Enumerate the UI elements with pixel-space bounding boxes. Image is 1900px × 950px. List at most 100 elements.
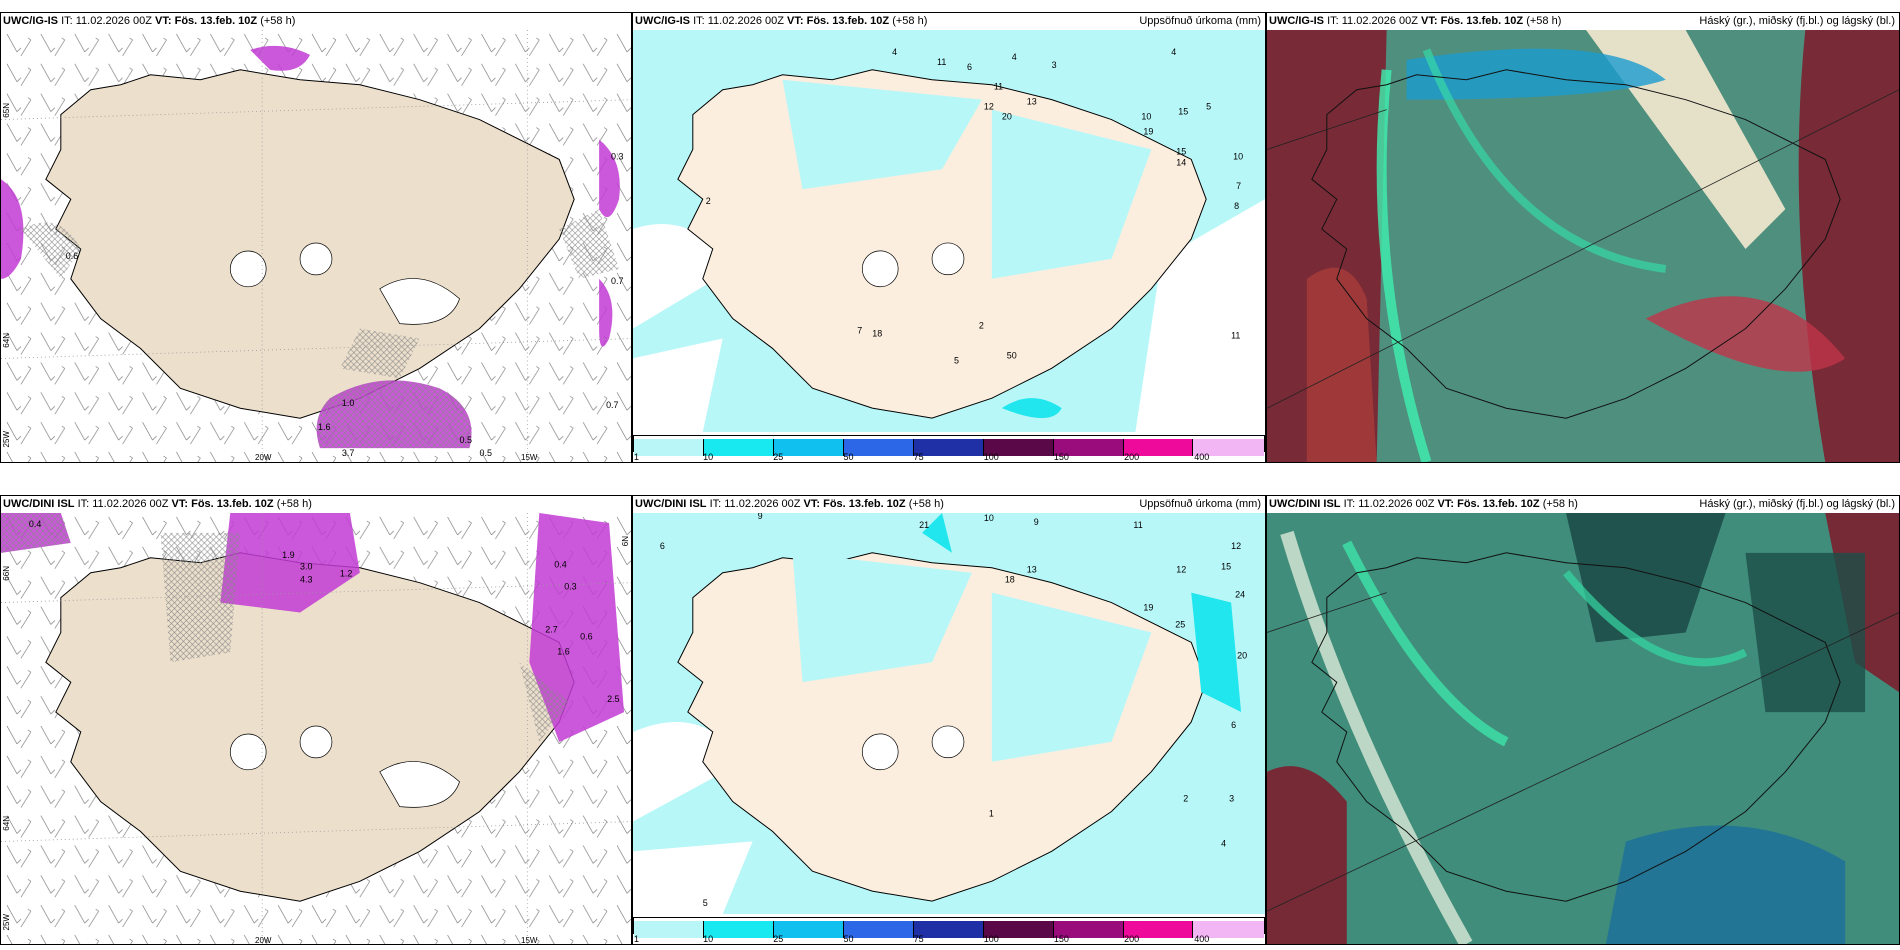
svg-text:15: 15 bbox=[1221, 562, 1231, 572]
wind-map: 0.6 0.3 0.7 0.7 1.0 1.6 3.7 0.5 0.5 bbox=[1, 30, 631, 462]
legend-swatch bbox=[703, 439, 774, 456]
value-label: 0.6 bbox=[66, 251, 78, 261]
lon-label: 20W bbox=[255, 453, 272, 462]
svg-text:7: 7 bbox=[1236, 181, 1241, 191]
lat-label: 64N bbox=[2, 816, 11, 831]
legend-tick: 75 bbox=[913, 934, 924, 944]
map-area: 0.6 0.3 0.7 0.7 1.0 1.6 3.7 0.5 0.5 bbox=[1, 30, 631, 462]
legend-tick: 1 bbox=[634, 452, 640, 462]
legend-tick: 25 bbox=[773, 934, 784, 944]
map-area bbox=[1267, 513, 1899, 944]
value-label: 0.3 bbox=[611, 151, 623, 161]
svg-text:4: 4 bbox=[892, 47, 897, 57]
svg-text:4: 4 bbox=[1171, 47, 1176, 57]
value-label: 0.5 bbox=[460, 435, 472, 445]
wind-map: 0.4 1.9 3.0 4.3 1.2 0.4 2.7 1.6 0.6 2.5 … bbox=[1, 513, 631, 944]
value-label: 1.6 bbox=[318, 422, 330, 432]
lon-label: 15W bbox=[521, 936, 538, 945]
legend-swatch bbox=[1123, 921, 1194, 938]
svg-text:2: 2 bbox=[706, 196, 711, 206]
svg-text:11: 11 bbox=[1133, 520, 1142, 530]
lon-label: 20W bbox=[255, 936, 272, 945]
svg-text:0.3: 0.3 bbox=[564, 582, 576, 592]
cloud-map bbox=[1267, 513, 1899, 944]
lat-label: 66N bbox=[2, 566, 11, 581]
svg-text:3.0: 3.0 bbox=[300, 562, 312, 572]
svg-text:11: 11 bbox=[994, 82, 1003, 92]
value-label: 0.7 bbox=[611, 276, 623, 286]
svg-text:21: 21 bbox=[919, 520, 929, 530]
svg-text:10: 10 bbox=[984, 513, 994, 523]
precip-legend: 1 10 25 50 75 100 150 200 400 bbox=[633, 914, 1265, 944]
lon-label: 15W bbox=[521, 453, 538, 462]
svg-text:11: 11 bbox=[937, 57, 946, 67]
legend-tick: 50 bbox=[843, 934, 854, 944]
svg-text:1.6: 1.6 bbox=[557, 646, 569, 656]
lat-label: 65N bbox=[2, 103, 11, 118]
panel-header: UWC/DINI ISL IT: 11.02.2026 00Z VT: Fös.… bbox=[633, 496, 1265, 513]
value-label: 3.7 bbox=[342, 448, 354, 458]
legend-swatch bbox=[1193, 921, 1264, 938]
iceland-coast bbox=[1311, 69, 1841, 419]
svg-text:12: 12 bbox=[1231, 541, 1241, 551]
svg-text:9: 9 bbox=[1034, 517, 1039, 527]
lat-label: 6N bbox=[621, 536, 630, 547]
lat-label: 64N bbox=[2, 333, 11, 348]
legend-swatch bbox=[843, 439, 914, 456]
svg-text:0.4: 0.4 bbox=[29, 519, 41, 529]
svg-text:2: 2 bbox=[1183, 794, 1188, 804]
svg-text:10: 10 bbox=[1141, 112, 1151, 122]
panel-header: UWC/DINI ISL IT: 11.02.2026 00Z VT: Fös.… bbox=[1267, 496, 1899, 513]
panel-header: UWC/IG-IS IT: 11.02.2026 00Z VT: Fös. 13… bbox=[1267, 13, 1899, 30]
legend-swatch bbox=[913, 439, 984, 456]
svg-text:7: 7 bbox=[857, 325, 862, 335]
svg-text:14: 14 bbox=[1176, 157, 1186, 167]
value-label: 0.5 bbox=[479, 448, 491, 458]
svg-text:5: 5 bbox=[1206, 102, 1211, 112]
legend-tick: 50 bbox=[843, 452, 854, 462]
legend-swatch bbox=[843, 921, 914, 938]
legend-swatch bbox=[1123, 439, 1194, 456]
svg-text:2.5: 2.5 bbox=[607, 694, 619, 704]
svg-text:50: 50 bbox=[1007, 350, 1017, 360]
legend-tick: 200 bbox=[1124, 452, 1140, 462]
legend-swatch bbox=[773, 439, 844, 456]
svg-text:20: 20 bbox=[1002, 112, 1012, 122]
svg-text:18: 18 bbox=[1005, 575, 1015, 585]
legend-tick: 100 bbox=[983, 934, 999, 944]
legend-swatch bbox=[913, 921, 984, 938]
legend-swatch bbox=[983, 439, 1054, 456]
svg-text:3: 3 bbox=[1052, 60, 1057, 70]
lon-label: 25W bbox=[2, 914, 11, 931]
lon-label: 25W bbox=[2, 431, 11, 448]
legend-swatch bbox=[773, 921, 844, 938]
legend-bar bbox=[633, 435, 1265, 456]
panel-header: UWC/DINI ISL IT: 11.02.2026 00Z VT: Fös.… bbox=[1, 496, 631, 513]
svg-text:6: 6 bbox=[660, 541, 665, 551]
map-panel-precip-igis: UWC/IG-IS IT: 11.02.2026 00Z VT: Fös. 13… bbox=[632, 12, 1266, 463]
legend-swatch bbox=[1193, 439, 1264, 456]
legend-tick: 150 bbox=[1053, 934, 1069, 944]
map-panel-clouds-igis: UWC/IG-IS IT: 11.02.2026 00Z VT: Fös. 13… bbox=[1266, 12, 1900, 463]
legend-swatch bbox=[1053, 921, 1124, 938]
map-area: 0.4 1.9 3.0 4.3 1.2 0.4 2.7 1.6 0.6 2.5 … bbox=[1, 513, 631, 944]
legend-tick: 75 bbox=[913, 452, 924, 462]
svg-text:2.7: 2.7 bbox=[545, 624, 557, 634]
legend-bar bbox=[633, 917, 1265, 938]
legend-tick: 200 bbox=[1124, 934, 1140, 944]
svg-text:20: 20 bbox=[1237, 650, 1247, 660]
svg-text:18: 18 bbox=[872, 328, 882, 338]
value-label: 0.7 bbox=[606, 400, 618, 410]
legend-swatch bbox=[634, 439, 704, 456]
svg-text:11: 11 bbox=[1231, 330, 1240, 340]
svg-text:12: 12 bbox=[1176, 565, 1186, 575]
svg-text:8: 8 bbox=[1234, 201, 1239, 211]
svg-text:0.6: 0.6 bbox=[580, 631, 592, 641]
svg-text:6: 6 bbox=[967, 62, 972, 72]
legend-tick: 100 bbox=[983, 452, 999, 462]
svg-text:4: 4 bbox=[1221, 838, 1226, 848]
value-label: 1.0 bbox=[342, 398, 354, 408]
svg-text:15: 15 bbox=[1176, 146, 1186, 156]
legend-tick: 150 bbox=[1053, 452, 1069, 462]
legend-tick: 400 bbox=[1194, 934, 1210, 944]
